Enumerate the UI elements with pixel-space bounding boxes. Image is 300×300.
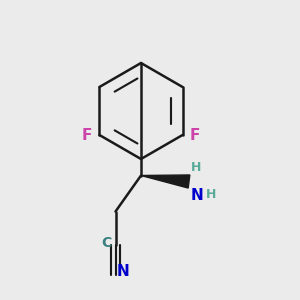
Text: C: C xyxy=(101,236,112,250)
Text: H: H xyxy=(206,188,216,200)
Text: H: H xyxy=(190,161,201,174)
Text: F: F xyxy=(190,128,200,142)
Text: N: N xyxy=(117,264,129,279)
Text: F: F xyxy=(82,128,92,142)
Text: N: N xyxy=(190,188,203,202)
Polygon shape xyxy=(141,175,190,188)
